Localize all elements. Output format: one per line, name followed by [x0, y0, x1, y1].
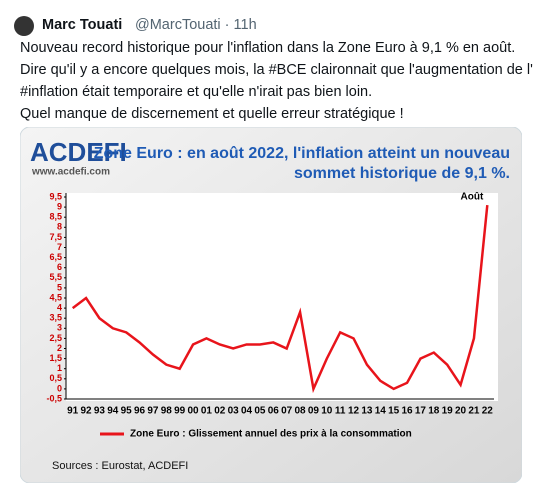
x-tick-label: 16 [402, 406, 414, 417]
x-tick-label: 98 [161, 406, 173, 417]
x-tick-label: 05 [254, 406, 266, 417]
plot-area [66, 193, 498, 401]
chart[interactable]: ACDEFI www.acdefi.com Zone Euro : en aoû… [20, 127, 522, 483]
x-tick-label: 97 [147, 406, 159, 417]
y-tick-label: 9,5 [49, 191, 62, 201]
x-tick-label: 13 [361, 406, 373, 417]
logo: ACDEFI [30, 137, 127, 167]
x-tick-label: 04 [241, 406, 253, 417]
x-tick-label: 12 [348, 406, 360, 417]
x-tick-label: 95 [121, 406, 133, 417]
x-tick-label: 03 [228, 406, 240, 417]
x-tick-label: 91 [67, 406, 79, 417]
x-tick-label: 07 [281, 406, 293, 417]
source: Sources : Eurostat, ACDEFI [52, 460, 188, 472]
x-tick-label: 17 [415, 406, 427, 417]
y-tick-label: 2 [57, 343, 62, 353]
tweet-text: Nouveau record historique pour l'inflati… [20, 40, 516, 56]
y-tick-label: 8 [57, 222, 62, 232]
x-tick-label: 19 [442, 406, 454, 417]
line [71, 204, 489, 394]
y-tick-label: 3,5 [49, 313, 62, 323]
x-tick-label: 11 [335, 406, 346, 417]
x-tick-label: 92 [81, 406, 93, 417]
x-tick-label: 22 [482, 406, 494, 417]
x-tick-label: 18 [428, 406, 440, 417]
y-tick-label: 4,5 [49, 292, 62, 302]
x-tick-label: 21 [468, 406, 480, 417]
y-tick-label: 5,5 [49, 272, 62, 282]
x-tick-label: 93 [94, 406, 106, 417]
tweet-text: #inflation était temporaire et qu'elle n… [20, 84, 373, 100]
y-tick-label: 2,5 [49, 333, 62, 343]
legend-label: Zone Euro : Glissement annuel des prix à… [130, 429, 412, 440]
y-tick-label: 4 [57, 302, 62, 312]
x-tick-label: 14 [375, 406, 387, 417]
x-tick-label: 15 [388, 406, 400, 417]
y-tick-label: 6,5 [49, 252, 62, 262]
chart-title: sommet historique de 9,1 %. [294, 165, 510, 182]
x-tick-label: 00 [188, 406, 200, 417]
y-tick-label: 6 [57, 262, 62, 272]
x-tick-label: 10 [321, 406, 333, 417]
x-tick-label: 99 [174, 406, 186, 417]
author-name[interactable]: Marc Touati [42, 17, 123, 33]
x-tick-label: 20 [455, 406, 467, 417]
x-tick-label: 01 [201, 406, 213, 417]
author-handle[interactable]: @MarcTouati · 11h [135, 17, 257, 33]
x-tick-label: 96 [134, 406, 146, 417]
y-tick-label: 7 [57, 242, 62, 252]
y-tick-label: 8,5 [49, 212, 62, 222]
y-tick-label: 9 [57, 201, 62, 211]
y-tick-label: 1,5 [49, 353, 62, 363]
x-tick-label: 02 [214, 406, 226, 417]
y-tick-label: 3 [57, 323, 62, 333]
x-tick-label: 94 [107, 406, 119, 417]
x-tick-label: 09 [308, 406, 320, 417]
tweet-text: Dire qu'il y a encore quelques mois, la … [20, 62, 533, 78]
avatar[interactable] [14, 16, 34, 36]
y-tick-label: 0 [57, 383, 62, 393]
y-tick-label: 7,5 [49, 232, 62, 242]
x-tick-label: 06 [268, 406, 280, 417]
logo-url: www.acdefi.com [31, 167, 110, 178]
y-tick-label: 5 [57, 282, 62, 292]
annotation: Août [461, 192, 484, 203]
y-tick-label: -0,5 [46, 393, 62, 403]
y-tick-label: 1 [57, 363, 62, 373]
x-tick-label: 08 [295, 406, 307, 417]
tweet-text: Quel manque de discernement et quelle er… [20, 106, 404, 122]
chart-title: Zone Euro : en août 2022, l'inflation at… [94, 145, 510, 162]
y-tick-label: 0,5 [49, 373, 62, 383]
